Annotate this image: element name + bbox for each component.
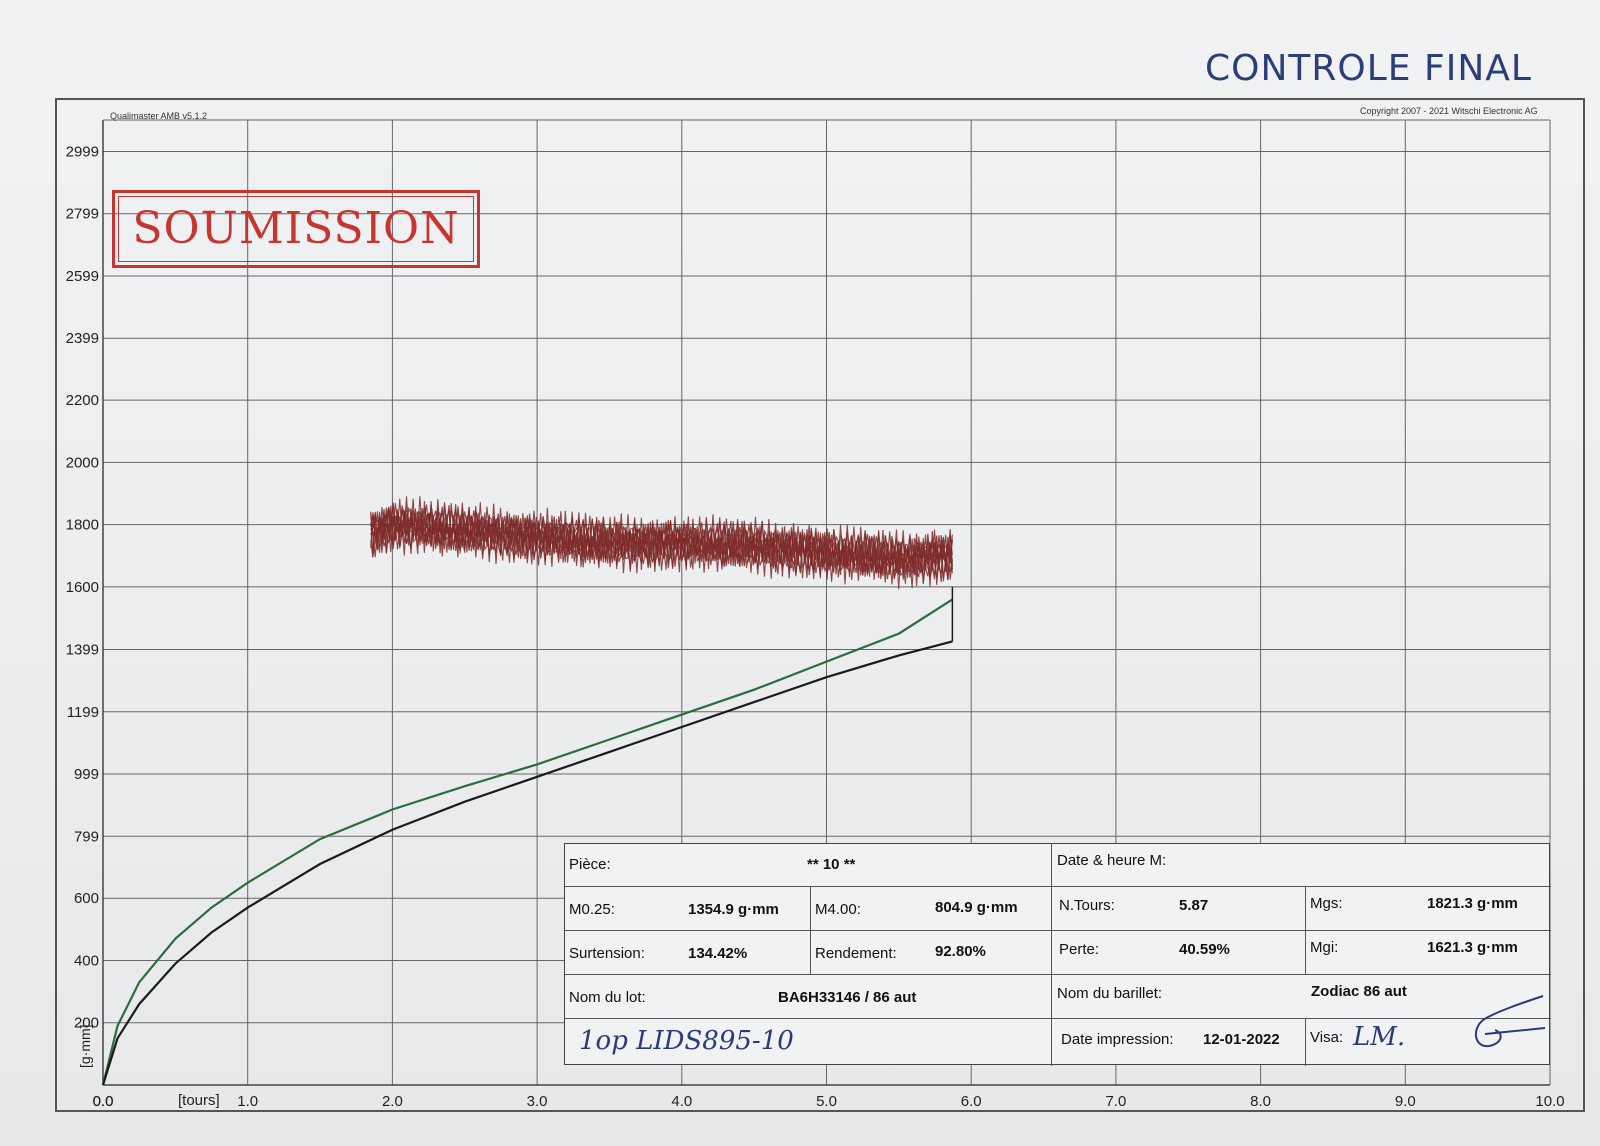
x-tick-label: 0.0 (93, 1093, 114, 1110)
lot-label: Nom du lot: (569, 989, 646, 1006)
y-tick-label: 2200 (66, 392, 99, 409)
x-tick-label: 7.0 (1105, 1093, 1126, 1110)
y-tick-label: 799 (74, 828, 99, 845)
row-divider (565, 930, 1551, 931)
y-tick-label: 2399 (66, 330, 99, 347)
maroon-series-line (370, 496, 953, 588)
x-tick-label: 1.0 (237, 1093, 258, 1110)
mgi-label: Mgi: (1310, 939, 1339, 956)
lot-value: BA6H33146 / 86 aut (778, 989, 917, 1006)
x-tick-label: 8.0 (1250, 1093, 1271, 1110)
rendement-value: 92.80% (935, 943, 986, 960)
y-tick-label: 2799 (66, 206, 99, 223)
y-tick-label: 2599 (66, 268, 99, 285)
info-table: Pièce: ** 10 ** Date & heure M: M0.25: 1… (564, 843, 1551, 1066)
page-heading: CONTROLE FINAL (1205, 48, 1532, 89)
row-divider (565, 1018, 1551, 1019)
x-tick-label: 10.0 (1535, 1093, 1564, 1110)
col-divider (1051, 844, 1052, 1066)
perte-label: Perte: (1059, 941, 1100, 958)
x-axis-label: [tours] (178, 1092, 220, 1109)
y-tick-label: 1199 (67, 704, 99, 721)
y-tick-label: 600 (74, 890, 99, 907)
perte-value: 40.59% (1179, 941, 1230, 958)
col-divider (810, 886, 811, 974)
barillet-value: Zodiac 86 aut (1311, 983, 1407, 1000)
x-tick-label: 2.0 (382, 1093, 403, 1110)
surtension-label: Surtension: (569, 945, 645, 962)
row-divider (565, 974, 1551, 975)
impression-value: 12-01-2022 (1203, 1031, 1280, 1048)
maroon-series-line (370, 498, 953, 585)
y-tick-label: 999 (74, 766, 99, 783)
copyright-notice: Copyright 2007 - 2021 Witschi Electronic… (1360, 106, 1538, 116)
barillet-label: Nom du barillet: (1057, 985, 1163, 1002)
impression-label: Date impression: (1061, 1031, 1174, 1048)
y-axis-label: [g·mm] (77, 1024, 93, 1068)
ntours-label: N.Tours: (1059, 897, 1115, 914)
mgs-label: Mgs: (1310, 895, 1343, 912)
y-tick-label: 2999 (66, 143, 99, 160)
piece-value: ** 10 ** (807, 856, 856, 873)
date-label: Date & heure M: (1057, 852, 1167, 869)
x-tick-label: 0.0 (93, 1093, 114, 1110)
y-tick-label: 2000 (66, 454, 99, 471)
piece-label: Pièce: (569, 856, 611, 873)
m400-value: 804.9 g·mm (935, 899, 1018, 916)
y-tick-label: 400 (74, 952, 99, 969)
col-divider (1305, 1018, 1306, 1066)
mgs-value: 1821.3 g·mm (1427, 895, 1518, 912)
signature-mark (1474, 995, 1546, 1048)
mgi-value: 1621.3 g·mm (1427, 939, 1518, 956)
green-series-line (101, 598, 953, 1086)
visa-initials: LM. (1353, 1022, 1406, 1052)
visa-label: Visa: (1310, 1029, 1344, 1046)
y-tick-label: 1800 (66, 517, 99, 534)
x-tick-label: 9.0 (1395, 1093, 1416, 1110)
y-tick-label: 1600 (66, 579, 99, 596)
ntours-value: 5.87 (1179, 897, 1209, 914)
y-tick-label: 200 (74, 1015, 99, 1032)
row-divider (565, 886, 1051, 887)
chart-frame (55, 98, 1585, 1112)
surtension-value: 134.42% (688, 945, 748, 962)
x-tick-label: 3.0 (527, 1093, 548, 1110)
row-divider (1051, 886, 1551, 887)
software-version: Qualimaster AMB v5.1.2 (110, 111, 208, 121)
handwritten-note: 1op LIDS895-10 (579, 1026, 794, 1056)
x-tick-label: 6.0 (961, 1093, 982, 1110)
m025-label: M0.25: (569, 901, 615, 918)
black-series-line (101, 640, 953, 1086)
x-tick-label: 4.0 (671, 1093, 692, 1110)
soumission-stamp: SOUMISSION (112, 190, 480, 268)
y-tick-label: 1399 (66, 642, 99, 659)
rendement-label: Rendement: (815, 945, 897, 962)
col-divider (1305, 886, 1306, 974)
m400-label: M4.00: (815, 901, 861, 918)
m025-value: 1354.9 g·mm (688, 901, 779, 918)
x-tick-label: 5.0 (816, 1093, 837, 1110)
